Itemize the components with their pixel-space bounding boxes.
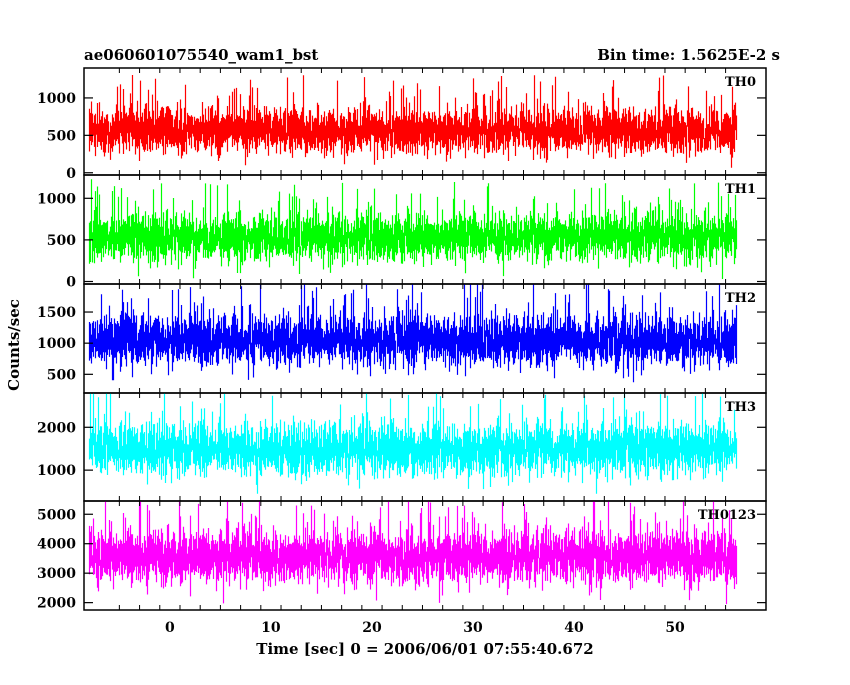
y-axis-label: Counts/sec bbox=[5, 299, 23, 391]
y-tick-label: 2000 bbox=[37, 596, 76, 612]
series-line-th2 bbox=[88, 284, 738, 383]
x-tick-label: 50 bbox=[665, 620, 685, 636]
y-tick-label: 0 bbox=[66, 166, 76, 182]
panel-th2: 500 1000 1500 TH2 bbox=[37, 283, 767, 394]
y-tick-label: 1000 bbox=[37, 91, 76, 107]
x-tick-label: 10 bbox=[261, 620, 281, 636]
chart-title: ae060601075540_wam1_bst bbox=[84, 46, 318, 64]
series-line-th0 bbox=[88, 75, 738, 168]
panel-name-label: TH2 bbox=[725, 291, 756, 306]
y-tick-label: 0 bbox=[66, 275, 76, 291]
y-tick-label: 500 bbox=[47, 367, 76, 383]
x-tick-label: 30 bbox=[463, 620, 483, 636]
series-line-th1 bbox=[88, 179, 738, 279]
x-axis-label: Time [sec] 0 = 2006/06/01 07:55:40.672 bbox=[256, 640, 593, 658]
panel-th0123: 2000 3000 4000 5000 TH0123 bbox=[37, 500, 767, 612]
panel-group: 05001000TH005001000TH150010001500TH21000… bbox=[37, 67, 767, 636]
panel-frame bbox=[83, 500, 767, 611]
y-tick-label: 1000 bbox=[37, 463, 76, 479]
series-line-th0123 bbox=[88, 501, 738, 605]
y-tick-label: 500 bbox=[47, 233, 76, 249]
y-tick-label: 4000 bbox=[37, 537, 76, 553]
y-tick-label: 1500 bbox=[37, 305, 76, 321]
y-tick-label: 1000 bbox=[37, 191, 76, 207]
y-tick-label: 3000 bbox=[37, 566, 76, 582]
panel-name-label: TH0 bbox=[725, 75, 756, 90]
panel-name-label: TH1 bbox=[725, 182, 756, 197]
y-tick-label: 2000 bbox=[37, 420, 76, 436]
y-tick-label: 500 bbox=[47, 128, 76, 144]
panel-th3: 1000 2000 TH3 bbox=[37, 392, 767, 502]
chart-subtitle: Bin time: 1.5625E-2 s bbox=[597, 46, 780, 64]
panel-th0: 0 500 1000 TH0 bbox=[37, 67, 767, 182]
panel-name-label: TH0123 bbox=[698, 508, 756, 523]
series-line-th3 bbox=[88, 393, 738, 494]
panel-name-label: TH3 bbox=[725, 400, 756, 415]
y-tick-label: 1000 bbox=[37, 336, 76, 352]
x-tick-label: 0 bbox=[165, 620, 175, 636]
x-tick-label: 20 bbox=[362, 620, 382, 636]
y-tick-label: 5000 bbox=[37, 507, 76, 523]
panel-th1: 0 500 1000 TH1 bbox=[37, 174, 767, 291]
x-tick-label: 40 bbox=[564, 620, 584, 636]
